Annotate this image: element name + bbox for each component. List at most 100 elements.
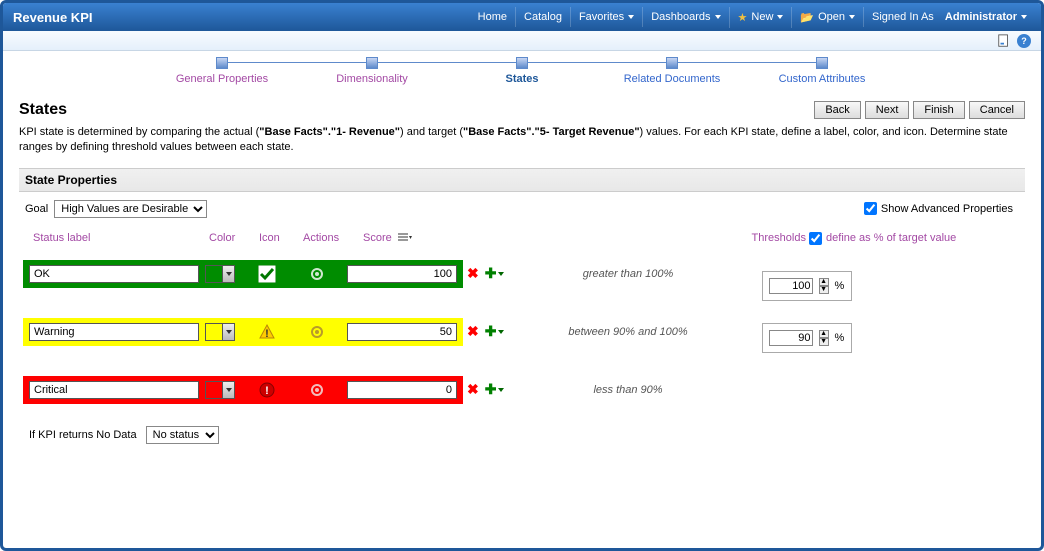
actions-icon[interactable]: [309, 324, 325, 340]
help-icon[interactable]: ?: [1017, 34, 1031, 48]
nav-signed-in[interactable]: Signed In As Administrator: [863, 7, 1035, 27]
goal-row: Goal High Values are Desirable Show Adva…: [19, 192, 1025, 226]
nav-open-label: Open: [818, 11, 845, 23]
col-color: Color: [209, 232, 259, 244]
step-custom[interactable]: Custom Attributes: [747, 57, 897, 85]
add-icon[interactable]: ✚: [485, 323, 505, 340]
no-data-select[interactable]: No status: [146, 426, 219, 444]
svg-text:!: !: [265, 328, 269, 340]
goal-label: Goal: [25, 203, 48, 215]
nav-dashboards[interactable]: Dashboards: [642, 7, 728, 27]
status-label-input[interactable]: [29, 381, 199, 399]
check-icon[interactable]: [258, 265, 276, 283]
signed-in-label: Signed In As: [872, 11, 934, 23]
nav-home[interactable]: Home: [470, 7, 515, 27]
range-label: between 90% and 100%: [504, 326, 751, 338]
thresholds-panel: Thresholds define as % of target value ▲…: [752, 232, 1021, 454]
color-swatch[interactable]: [205, 323, 223, 341]
next-button[interactable]: Next: [865, 101, 910, 119]
state-row-critical: ! ✖ ✚ less than 90%: [23, 370, 752, 410]
range-label: less than 90%: [504, 384, 751, 396]
step-label: Related Documents: [624, 73, 721, 85]
warning-icon[interactable]: !: [258, 323, 276, 341]
top-bar: Revenue KPI Home Catalog Favorites Dashb…: [3, 3, 1041, 31]
range-label: greater than 100%: [504, 268, 751, 280]
delete-icon[interactable]: ✖: [467, 323, 479, 340]
spin-down-icon[interactable]: ▼: [819, 286, 829, 294]
chevron-down-icon: [849, 15, 855, 19]
show-advanced-label: Show Advanced Properties: [881, 203, 1013, 215]
column-headers: Status label Color Icon Actions Score: [23, 232, 752, 248]
color-dropdown[interactable]: [223, 381, 235, 399]
description-text: KPI state is determined by comparing the…: [19, 125, 1025, 156]
chevron-down-icon: [715, 15, 721, 19]
state-row-warning: ! ✖ ✚ between 90% and 100%: [23, 312, 752, 352]
add-icon[interactable]: ✚: [485, 265, 505, 282]
header-row: States Back Next Finish Cancel: [19, 101, 1025, 119]
document-icon[interactable]: [997, 34, 1011, 48]
threshold-input[interactable]: [769, 330, 813, 346]
critical-icon[interactable]: !: [258, 381, 276, 399]
color-dropdown[interactable]: [223, 265, 235, 283]
goal-select[interactable]: High Values are Desirable: [54, 200, 207, 218]
step-general[interactable]: General Properties: [147, 57, 297, 85]
no-data-label: If KPI returns No Data: [29, 429, 137, 441]
score-input[interactable]: [347, 323, 457, 341]
state-row-ok: ✖ ✚ greater than 100%: [23, 254, 752, 294]
score-input[interactable]: [347, 381, 457, 399]
threshold-input[interactable]: [769, 278, 813, 294]
score-options-icon[interactable]: [398, 233, 412, 243]
icon-bar: ?: [3, 31, 1041, 51]
nav-favorites-label: Favorites: [579, 11, 624, 23]
step-label: Dimensionality: [336, 73, 408, 85]
step-label: States: [505, 73, 538, 85]
states-area: Status label Color Icon Actions Score: [19, 226, 1025, 460]
show-advanced-checkbox[interactable]: [864, 202, 877, 215]
states-left: Status label Color Icon Actions Score: [23, 232, 752, 454]
top-nav: Home Catalog Favorites Dashboards ★New 📂…: [470, 7, 1035, 28]
thresholds-label: Thresholds: [752, 232, 806, 244]
col-actions: Actions: [303, 232, 363, 244]
nav-new[interactable]: ★New: [729, 7, 792, 28]
score-input[interactable]: [347, 265, 457, 283]
chevron-down-icon: [1021, 15, 1027, 19]
step-states[interactable]: States: [447, 57, 597, 85]
user-name: Administrator: [945, 11, 1017, 23]
delete-icon[interactable]: ✖: [467, 381, 479, 398]
actions-icon[interactable]: [309, 382, 325, 398]
finish-button[interactable]: Finish: [913, 101, 964, 119]
star-icon: ★: [738, 11, 748, 24]
delete-icon[interactable]: ✖: [467, 265, 479, 282]
actions-icon[interactable]: [309, 266, 325, 282]
wizard-steps: General Properties Dimensionality States…: [3, 51, 1041, 91]
chevron-down-icon: [777, 15, 783, 19]
pct-sign: %: [835, 280, 845, 292]
back-button[interactable]: Back: [814, 101, 860, 119]
cancel-button[interactable]: Cancel: [969, 101, 1025, 119]
col-icon: Icon: [259, 232, 303, 244]
col-score: Score: [363, 232, 392, 244]
nav-favorites[interactable]: Favorites: [570, 7, 642, 27]
nav-catalog[interactable]: Catalog: [515, 7, 570, 27]
app-title: Revenue KPI: [9, 10, 470, 25]
folder-icon: 📂: [800, 11, 814, 24]
step-related[interactable]: Related Documents: [597, 57, 747, 85]
spin-up-icon[interactable]: ▲: [819, 278, 829, 286]
color-swatch[interactable]: [205, 381, 223, 399]
chevron-down-icon: [628, 15, 634, 19]
step-label: General Properties: [176, 73, 268, 85]
status-label-input[interactable]: [29, 265, 199, 283]
status-label-input[interactable]: [29, 323, 199, 341]
spin-down-icon[interactable]: ▼: [819, 338, 829, 346]
spin-up-icon[interactable]: ▲: [819, 330, 829, 338]
page-title: States: [19, 101, 814, 119]
color-dropdown[interactable]: [223, 323, 235, 341]
nav-open[interactable]: 📂 Open: [791, 7, 863, 28]
step-dimensionality[interactable]: Dimensionality: [297, 57, 447, 85]
add-icon[interactable]: ✚: [485, 381, 505, 398]
button-bar: Back Next Finish Cancel: [814, 101, 1025, 119]
pct-checkbox[interactable]: [809, 232, 822, 245]
col-status: Status label: [29, 232, 209, 244]
color-swatch[interactable]: [205, 265, 223, 283]
nav-new-label: New: [751, 11, 773, 23]
